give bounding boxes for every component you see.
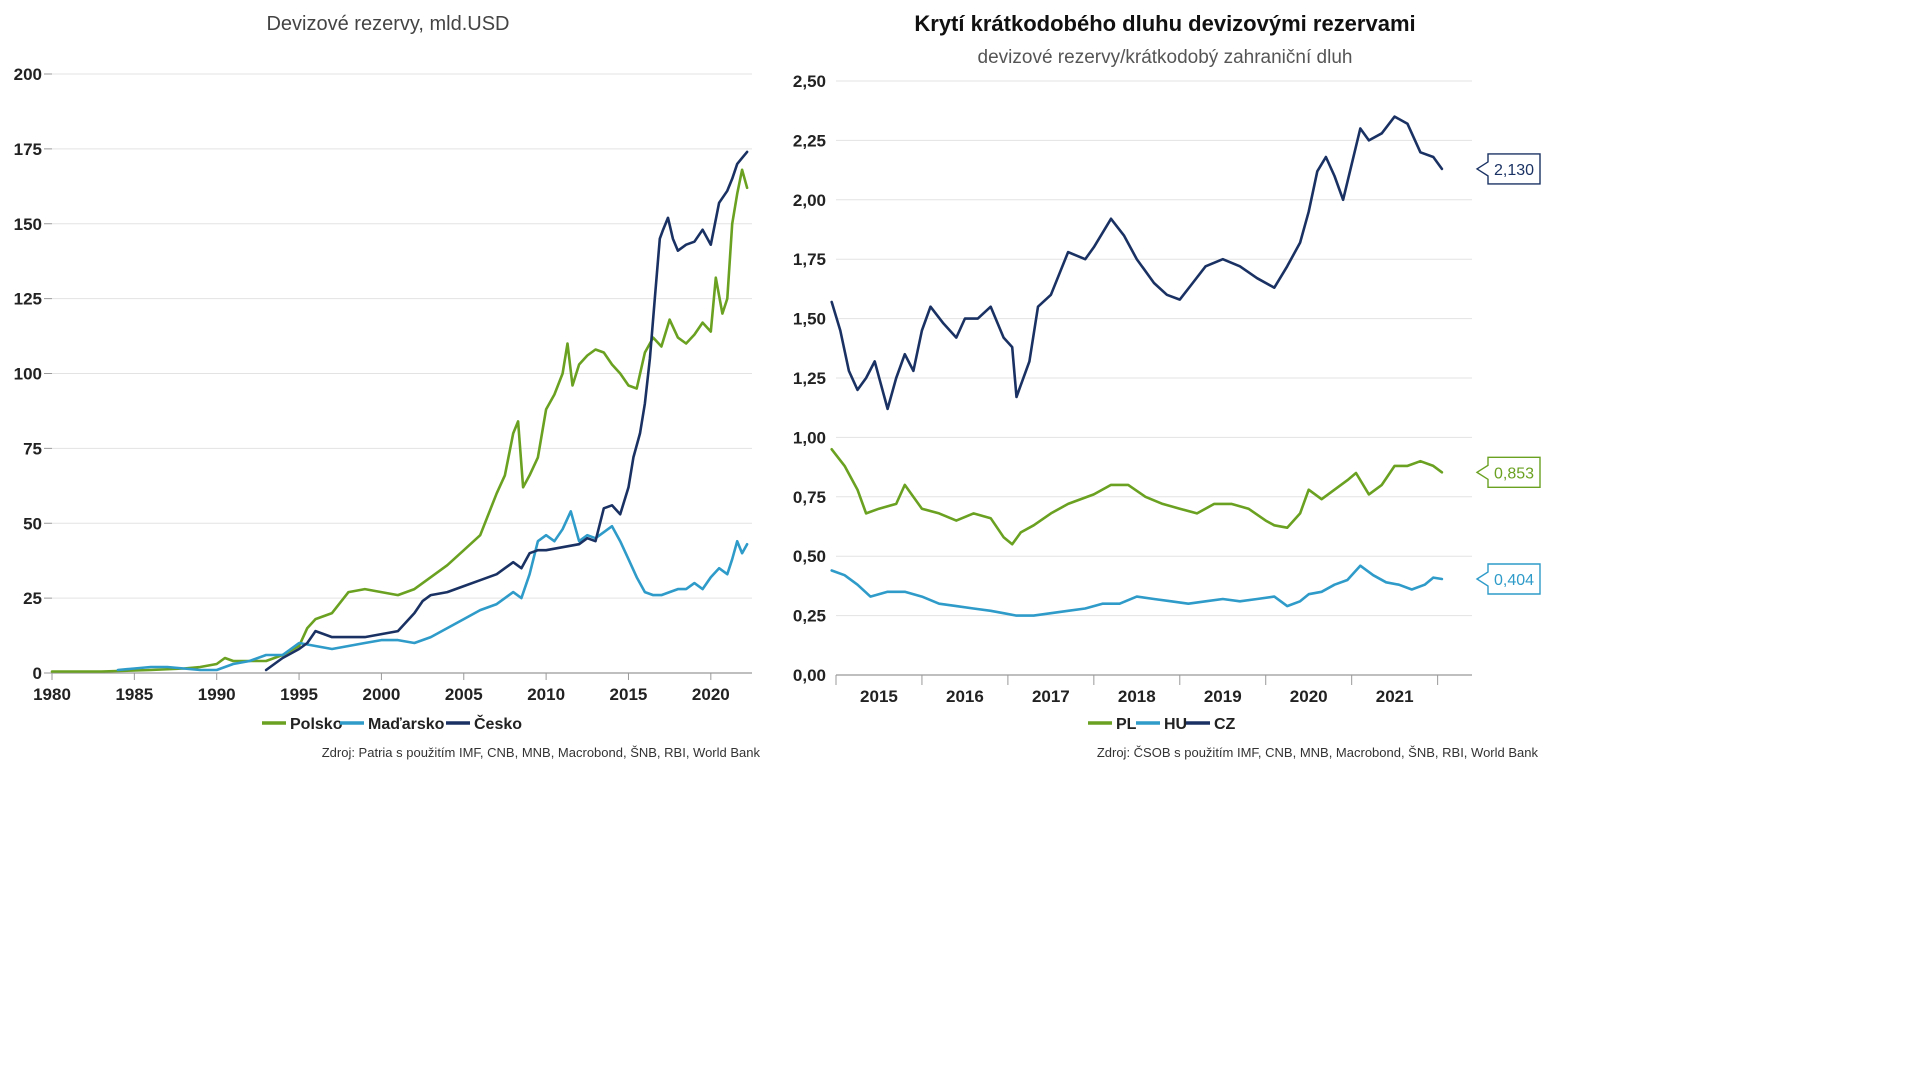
y-tick-label: 2,50	[793, 72, 826, 91]
y-tick-label: 1,00	[793, 428, 826, 447]
x-tick-label: 2020	[692, 685, 730, 704]
chart-subtitle: devizové rezervy/krátkodobý zahraniční d…	[978, 47, 1353, 68]
y-tick-label: 0,00	[793, 666, 826, 685]
x-tick-label: 2000	[362, 685, 400, 704]
series-line-maďarsko	[116, 510, 749, 672]
end-value-callout-cz	[1475, 153, 1541, 185]
end-value-label-hu: 0,404	[1494, 572, 1534, 589]
y-tick-label: 100	[14, 365, 42, 384]
y-tick-label: 150	[14, 215, 42, 234]
series-line-česko	[264, 150, 749, 672]
x-tick-label: 2019	[1204, 687, 1242, 706]
series-line-cz	[830, 115, 1444, 411]
chart-2: Krytí krátkodobého dluhu devizovými reze…	[793, 11, 1541, 760]
y-tick-label: 2,00	[793, 191, 826, 210]
y-tick-label: 75	[23, 439, 42, 458]
source-note: Zdroj: Patria s použitím IMF, CNB, MNB, …	[322, 745, 761, 760]
y-tick-label: 175	[14, 140, 42, 159]
y-tick-label: 1,50	[793, 310, 826, 329]
series-line-hu	[830, 564, 1444, 617]
legend-label-hu: HU	[1164, 716, 1187, 733]
legend-label-maďarsko: Maďarsko	[368, 716, 445, 733]
end-value-label-pl: 0,853	[1494, 465, 1534, 482]
x-tick-label: 1985	[115, 685, 153, 704]
x-tick-label: 2015	[610, 685, 648, 704]
source-note: Zdroj: ČSOB s použitím IMF, CNB, MNB, Ma…	[1097, 745, 1539, 760]
x-tick-label: 2016	[946, 687, 984, 706]
x-tick-label: 2005	[445, 685, 483, 704]
y-tick-label: 0,75	[793, 488, 826, 507]
y-tick-label: 200	[14, 65, 42, 84]
end-value-callout-pl	[1475, 456, 1541, 489]
x-tick-label: 2021	[1376, 687, 1414, 706]
end-value-callout-hu	[1475, 563, 1541, 595]
chart-1: Devizové rezervy, mld.USD 0 25 50 75 100 125 15…	[14, 13, 761, 760]
chart-title: Krytí krátkodobého dluhu devizovými reze…	[914, 11, 1415, 36]
legend-label-pl: PL	[1116, 716, 1137, 733]
series-line-pl	[830, 448, 1444, 546]
x-tick-label: 1990	[198, 685, 236, 704]
end-value-label-cz: 2,130	[1494, 162, 1534, 179]
x-tick-label: 2015	[860, 687, 898, 706]
x-tick-label: 2010	[527, 685, 565, 704]
y-tick-label: 0,25	[793, 607, 826, 626]
y-tick-label: 125	[14, 290, 42, 309]
x-tick-label: 1980	[33, 685, 71, 704]
y-tick-label: 2,25	[793, 131, 826, 150]
legend-label-polsko: Polsko	[290, 716, 343, 733]
y-tick-label: 25	[23, 589, 42, 608]
x-tick-label: 2017	[1032, 687, 1070, 706]
y-tick-label: 1,25	[793, 369, 826, 388]
x-tick-label: 1995	[280, 685, 318, 704]
x-tick-label: 2020	[1290, 687, 1328, 706]
y-tick-label: 50	[23, 514, 42, 533]
y-tick-label: 1,75	[793, 250, 826, 269]
chart-title: Devizové rezervy, mld.USD	[266, 13, 509, 35]
y-tick-label: 0	[33, 664, 42, 683]
legend-label-cz: CZ	[1214, 716, 1236, 733]
legend-label-česko: Česko	[474, 714, 522, 733]
x-tick-label: 2018	[1118, 687, 1156, 706]
y-tick-label: 0,50	[793, 547, 826, 566]
